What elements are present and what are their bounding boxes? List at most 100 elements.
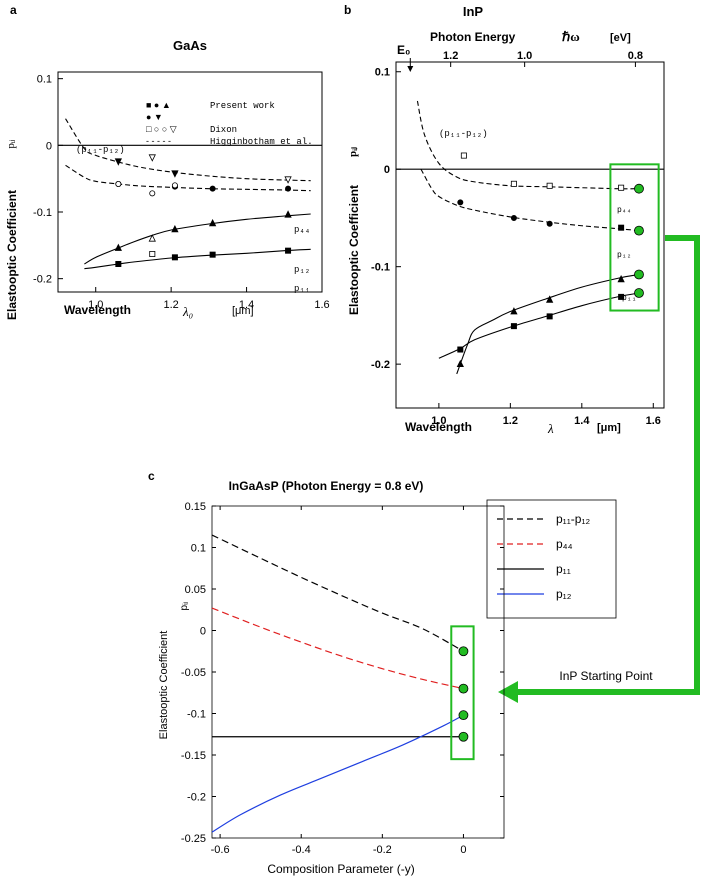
chart-a-xunit: [μm] — [232, 305, 254, 317]
chart-b-ytick-label: -0.2 — [371, 359, 390, 371]
legend-a-label-1: Present work — [210, 101, 275, 111]
chart-b-y-symbol: pᵢⱼ — [347, 147, 359, 157]
chart-a-curve-p12-curve — [84, 213, 311, 265]
chart-b-data-point — [618, 184, 625, 191]
chart-a-data-point — [208, 218, 217, 227]
chart-a-data-point — [284, 176, 292, 184]
chart-a-ytick-label: 0.1 — [37, 74, 52, 86]
chart-a-data-point — [171, 224, 179, 233]
legend-a-marker-3: □ ○ ○ ▽ — [146, 124, 177, 134]
chart-b-curve-p11-p12-curve — [416, 100, 639, 190]
chart-b-data-point — [546, 220, 553, 227]
chart-b-plot: 0.1 0 -0.1 -0.2 1.0 1.2 1.4 1.6 1.2 1.0 0.8 — [371, 50, 665, 427]
chart-a-xtick-label: 1.0 — [88, 299, 103, 311]
chart-a-data-point — [149, 250, 156, 257]
legend-a-label-3: Dixon — [210, 125, 237, 135]
chart-c-legend-box — [486, 499, 617, 619]
chart-b-highlight-point — [634, 225, 644, 236]
chart-b-label-p11: p₁₁ — [622, 294, 636, 303]
chart-c-series-line-4 — [211, 714, 464, 833]
connector-arrow-head — [498, 681, 518, 703]
connector-arrow-line — [516, 235, 700, 695]
chart-a-data-point — [284, 210, 292, 218]
chart-b-ylabel: Elastooptic Coefficient — [347, 185, 361, 315]
chart-a-ytick-label: -0.2 — [33, 274, 52, 286]
chart-c-series-line-2 — [211, 607, 464, 690]
chart-b-data-point — [546, 295, 554, 303]
chart-c-ytick-label: -0.05 — [181, 667, 206, 679]
chart-c-ylabel: Elastooptic Coefficient — [158, 631, 170, 740]
chart-b-ytick-label: -0.1 — [371, 262, 390, 274]
chart-b-frame — [395, 61, 665, 409]
chart-b-data-point — [617, 274, 625, 283]
chart-c-highlight-box — [450, 625, 475, 761]
chart-a-label-p44: p₄₄ — [294, 225, 310, 235]
chart-b-curve-p12-curve — [456, 273, 640, 375]
chart-b-highlight-point — [634, 288, 644, 298]
chart-a-data-point — [285, 247, 292, 254]
chart-a-title: GaAs — [173, 38, 207, 53]
chart-b-data-point — [510, 214, 517, 221]
chart-c-xtick-label: -0.6 — [211, 844, 230, 856]
chart-b-xtick-label: 1.4 — [574, 415, 590, 427]
chart-b-edge-label: E₀ — [397, 43, 410, 57]
panel-label-b: b — [344, 3, 351, 17]
chart-c-ytick-label: 0.05 — [185, 584, 206, 596]
chart-a-xtick-label: 1.2 — [163, 299, 178, 311]
chart-c-plot: 0.15 0.1 0.05 0 -0.05 -0.1 -0.15 -0.2 -0.25 -0.6 -… — [181, 501, 505, 856]
chart-a-xtick-label: 1.6 — [314, 299, 329, 311]
chart-b-xsymbol: λ — [547, 421, 554, 436]
chart-b-xtick-label: 1.2 — [503, 415, 518, 427]
chart-b-xtick-label: 1.6 — [646, 415, 661, 427]
arrow-label: InP Starting Point — [559, 669, 653, 683]
chart-b-data-point — [510, 307, 518, 315]
chart-b-data-point — [618, 293, 625, 300]
chart-b-xtick-label: 1.0 — [431, 415, 446, 427]
chart-b-top-unit: [eV] — [610, 32, 631, 44]
plots-layer: 0.1 0 -0.1 -0.2 1.0 1.2 1.4 1.6 0.1 0 -0.1 -0.2 1.0 1… — [33, 50, 665, 856]
chart-b-label-p11-p12: (p₁₁-p₁₂) — [439, 129, 488, 139]
chart-a-data-point — [285, 185, 292, 192]
chart-c-highlight-point — [458, 710, 469, 721]
chart-a-curve-p11-curve — [84, 248, 311, 270]
chart-c-xlabel: Composition Parameter (-y) — [267, 862, 414, 876]
chart-b-data-point — [546, 313, 553, 320]
chart-c-xtick-label: -0.2 — [373, 844, 392, 856]
legend-a-marker-2: ● ▼ — [146, 112, 163, 122]
chart-a-frame — [57, 71, 323, 293]
chart-b-xlabel: Wavelength — [405, 420, 472, 434]
chart-b-top-axis-label: Photon Energy — [430, 30, 516, 44]
chart-c-ytick-label: -0.1 — [187, 709, 206, 721]
chart-c-highlight-point — [458, 683, 469, 694]
chart-b-xunit: [μm] — [597, 422, 621, 434]
chart-a-data-point — [171, 254, 178, 261]
chart-a-ytick-label: 0 — [46, 140, 52, 152]
chart-a-data-point — [148, 234, 156, 242]
chart-b-ytick-label: 0 — [384, 164, 390, 176]
chart-a-curve-p44-curve — [65, 164, 311, 192]
chart-b-edge-arrow-head — [407, 66, 414, 72]
chart-a-data-point — [209, 185, 216, 192]
chart-a-data-point — [149, 190, 156, 197]
chart-b-highlight-point — [634, 269, 644, 280]
chart-b-top-symbol: ℏω — [562, 29, 580, 44]
chart-a-label-p12: p₁₂ — [294, 265, 310, 275]
chart-c-xtick-label: -0.4 — [292, 844, 311, 856]
chart-b-top-tick-label: 1.2 — [443, 50, 458, 62]
chart-b-top-tick-label: 0.8 — [628, 50, 643, 62]
chart-a-legend: ■ ● ▲ Present work ● ▼ □ ○ ○ ▽ Dixon - -… — [146, 100, 313, 147]
chart-a-data-point — [148, 154, 156, 162]
chart-b-data-point — [618, 224, 625, 231]
chart-b-label-p12: p₁₂ — [617, 251, 631, 260]
legend-a-label-4: Higginbotham et al. — [210, 137, 313, 147]
chart-c-ytick-label: 0.1 — [191, 543, 206, 555]
chart-c-highlight-point — [458, 731, 469, 742]
chart-c-title: InGaAsP (Photon Energy = 0.8 eV) — [229, 479, 424, 493]
chart-b-label-p44: p₄₄ — [617, 206, 631, 215]
chart-a-data-point — [115, 180, 122, 187]
chart-a-xsymbol: λ₀ — [182, 304, 193, 319]
chart-b-data-point — [510, 180, 517, 187]
chart-b-curve-p11-curve — [438, 292, 640, 359]
chart-c-highlight-point — [458, 646, 469, 657]
